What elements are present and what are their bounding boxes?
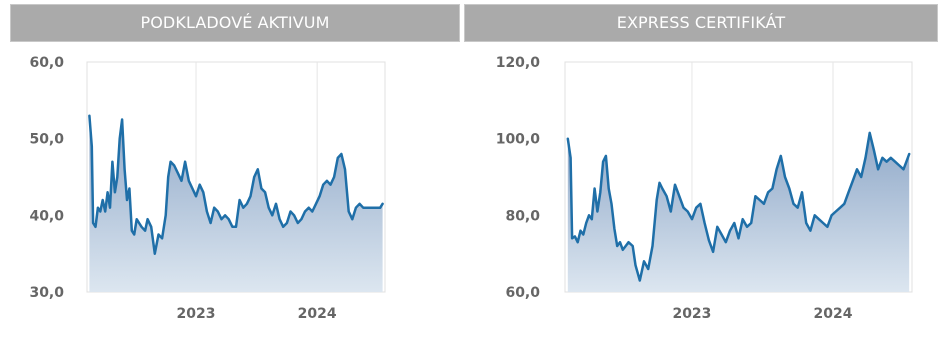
y-tick-label: 60,0	[29, 55, 64, 71]
y-tick-label: 30,0	[29, 285, 64, 301]
x-tick-label: 2024	[814, 306, 853, 322]
express-certificate-chart: 120,0 100,0 80,0 60,0 2023 2024	[496, 55, 913, 322]
x-tick-label: 2023	[177, 306, 216, 322]
express-certificate-panel: EXPRESS CERTIFIKÁT 120,0 100,0 80,0 60,0 202…	[464, 0, 938, 347]
series-area	[567, 132, 910, 292]
express-certificate-header: EXPRESS CERTIFIKÁT	[464, 4, 938, 42]
y-tick-label: 80,0	[505, 208, 540, 224]
series-line	[566, 131, 911, 282]
series-area	[89, 115, 383, 292]
y-tick-label: 50,0	[29, 132, 64, 148]
y-tick-label: 120,0	[496, 55, 541, 71]
underlying-asset-chart: 60,0 50,0 40,0 30,0 2023 2024	[29, 55, 386, 322]
underlying-asset-header: PODKLADOVÉ AKTIVUM	[10, 4, 460, 42]
y-tick-label: 100,0	[496, 132, 541, 148]
series-line	[88, 114, 384, 255]
underlying-asset-panel: PODKLADOVÉ AKTIVUM 60,0 50,0 40,0 30,0 2023 2…	[0, 0, 462, 347]
x-tick-label: 2024	[298, 306, 337, 322]
x-tick-label: 2023	[672, 306, 711, 322]
y-tick-label: 60,0	[505, 285, 540, 301]
y-tick-label: 40,0	[29, 208, 64, 224]
